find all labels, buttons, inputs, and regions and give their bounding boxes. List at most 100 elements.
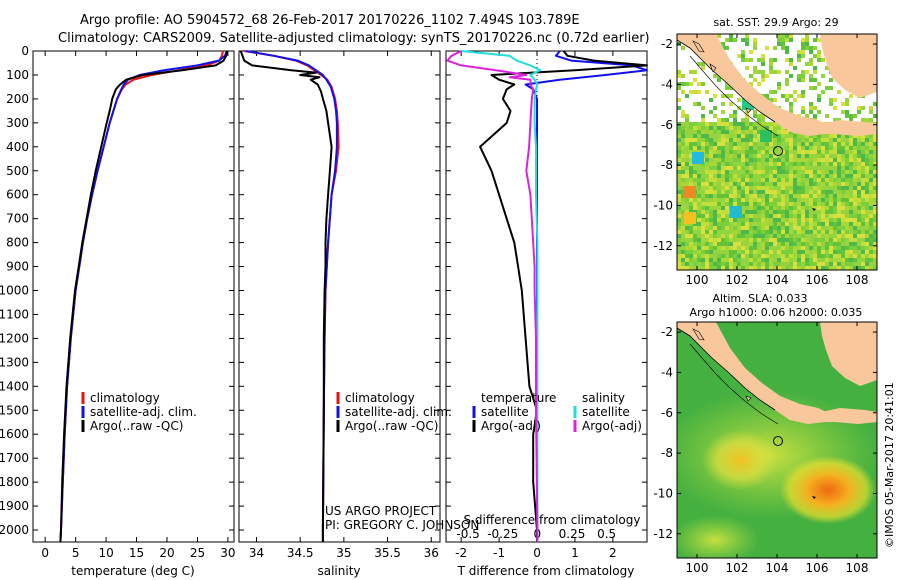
sst-cell bbox=[701, 202, 705, 206]
sst-cell bbox=[833, 194, 837, 198]
sst-cell bbox=[729, 114, 733, 118]
sst-cell bbox=[829, 166, 833, 170]
sst-cell bbox=[849, 254, 853, 258]
sst-cell bbox=[753, 182, 757, 186]
sst-cell bbox=[777, 150, 781, 154]
sst-cell bbox=[689, 206, 693, 210]
sst-cell bbox=[693, 174, 697, 178]
sst-cell bbox=[761, 214, 765, 218]
small-island bbox=[709, 63, 717, 73]
sst-cell bbox=[697, 146, 701, 150]
sst-cell bbox=[685, 150, 689, 154]
sst-cell bbox=[805, 202, 809, 206]
map-y-tick-label: -6 bbox=[661, 406, 673, 420]
sst-cell bbox=[873, 174, 877, 178]
sst-cell bbox=[689, 158, 693, 162]
sst-cell bbox=[741, 258, 745, 262]
sst-cell bbox=[730, 206, 742, 218]
sst-cell bbox=[733, 194, 737, 198]
sst-cell bbox=[761, 54, 765, 58]
sst-cell bbox=[749, 174, 753, 178]
sst-cell bbox=[745, 262, 749, 266]
sst-cell bbox=[705, 170, 709, 174]
sst-cell bbox=[793, 150, 797, 154]
sst-cell bbox=[777, 226, 781, 230]
sst-cell bbox=[809, 222, 813, 226]
sst-cell bbox=[725, 174, 729, 178]
sst-cell bbox=[709, 202, 713, 206]
sst-cell bbox=[813, 218, 817, 222]
series-line-satellite-adj-clim bbox=[59, 50, 228, 543]
sst-cell bbox=[685, 134, 689, 138]
sst-cell bbox=[685, 266, 689, 270]
sst-cell bbox=[741, 186, 745, 190]
sst-cell bbox=[853, 162, 857, 166]
sst-cell bbox=[693, 146, 697, 150]
sst-cell bbox=[693, 198, 697, 202]
sst-cell bbox=[845, 110, 849, 114]
sst-cell bbox=[869, 154, 873, 158]
sst-cell bbox=[793, 246, 797, 250]
sst-cell bbox=[793, 258, 797, 262]
sst-cell bbox=[773, 186, 777, 190]
sst-cell bbox=[805, 158, 809, 162]
sst-cell bbox=[681, 250, 685, 254]
sst-cell bbox=[765, 254, 769, 258]
sst-cell bbox=[809, 146, 813, 150]
sst-cell bbox=[757, 210, 761, 214]
sst-cell bbox=[809, 58, 813, 62]
sst-cell bbox=[741, 254, 745, 258]
sst-cell bbox=[701, 130, 705, 134]
sst-cell bbox=[801, 42, 805, 46]
sst-cell bbox=[765, 242, 769, 246]
sst-cell bbox=[689, 122, 693, 126]
sst-cell bbox=[821, 210, 825, 214]
sst-cell bbox=[737, 266, 741, 270]
sst-cell bbox=[801, 158, 805, 162]
sst-cell bbox=[845, 230, 849, 234]
sst-cell bbox=[821, 194, 825, 198]
y-tick-label: 0 bbox=[21, 44, 29, 58]
y-tick-label: 1200 bbox=[0, 331, 29, 345]
sst-cell bbox=[813, 170, 817, 174]
sst-cell bbox=[677, 234, 681, 238]
sst-cell bbox=[697, 122, 701, 126]
sst-cell bbox=[745, 266, 749, 270]
sst-cell bbox=[745, 122, 749, 126]
sst-cell bbox=[833, 254, 837, 258]
sst-cell bbox=[817, 166, 821, 170]
sst-cell bbox=[849, 162, 853, 166]
x-tick-label: -1 bbox=[493, 546, 505, 560]
sst-cell bbox=[801, 146, 805, 150]
sst-cell bbox=[681, 206, 685, 210]
sst-cell bbox=[701, 266, 705, 270]
sst-cell bbox=[845, 138, 849, 142]
sst-cell bbox=[757, 118, 761, 122]
sst-cell bbox=[821, 170, 825, 174]
sst-cell bbox=[781, 238, 785, 242]
sst-cell bbox=[781, 218, 785, 222]
sst-cell bbox=[857, 202, 861, 206]
sst-cell bbox=[677, 142, 681, 146]
sst-cell bbox=[753, 230, 757, 234]
sst-cell bbox=[833, 246, 837, 250]
sst-cell bbox=[813, 142, 817, 146]
sst-cell bbox=[717, 186, 721, 190]
sst-cell bbox=[741, 238, 745, 242]
sst-cell bbox=[765, 226, 769, 230]
sst-cell bbox=[765, 46, 769, 50]
sst-cell bbox=[753, 262, 757, 266]
sst-cell bbox=[753, 250, 757, 254]
sst-cell bbox=[733, 178, 737, 182]
sst-cell bbox=[733, 250, 737, 254]
sst-cell bbox=[721, 118, 725, 122]
sst-cell bbox=[681, 190, 685, 194]
s-tick-label: 0.5 bbox=[597, 527, 616, 541]
sst-cell bbox=[853, 234, 857, 238]
sst-cell bbox=[869, 234, 873, 238]
sst-cell bbox=[689, 70, 693, 74]
sst-cell bbox=[721, 102, 725, 106]
sst-cell bbox=[829, 242, 833, 246]
sst-cell bbox=[837, 186, 841, 190]
sst-cell bbox=[773, 166, 777, 170]
